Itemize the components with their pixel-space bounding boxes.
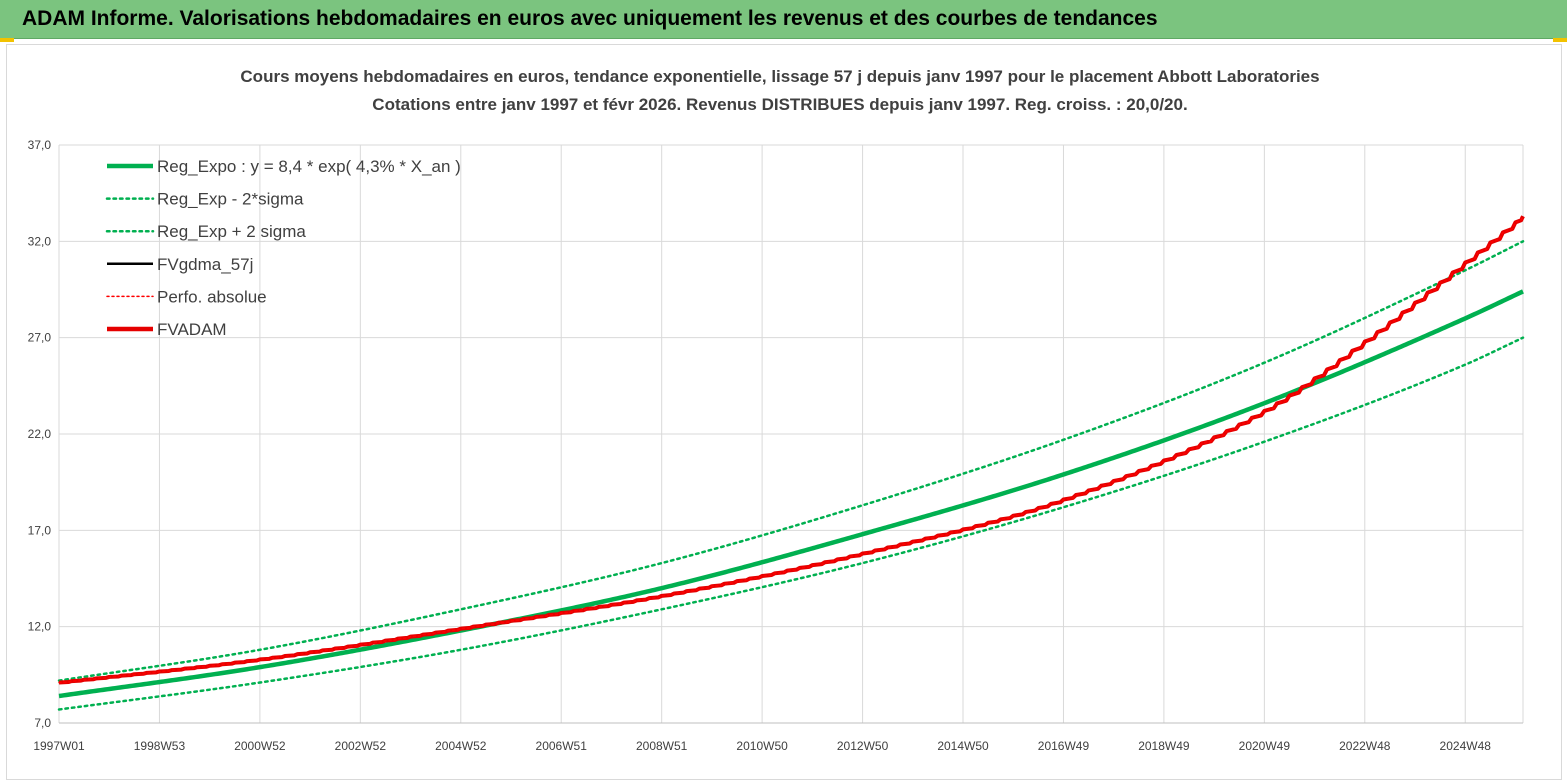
legend-label: FVADAM — [157, 320, 227, 339]
corner-marker — [0, 38, 14, 42]
y-tick-label: 27,0 — [28, 331, 52, 345]
corner-marker — [1553, 38, 1567, 42]
x-tick-label: 2020W49 — [1239, 739, 1291, 753]
legend-label: Reg_Expo : y = 8,4 * exp( 4,3% * X_an ) — [157, 157, 461, 176]
report-title: ADAM Informe. Valorisations hebdomadaire… — [22, 7, 1158, 30]
x-tick-label: 2012W50 — [837, 739, 889, 753]
x-tick-label: 1997W01 — [33, 739, 85, 753]
y-tick-label: 32,0 — [28, 234, 52, 248]
series-fvadam — [58, 215, 1525, 685]
chart-title-line-1: Cours moyens hebdomadaires en euros, ten… — [240, 67, 1319, 86]
legend-label: Reg_Exp + 2 sigma — [157, 222, 306, 241]
x-tick-label: 2022W48 — [1339, 739, 1391, 753]
y-tick-label: 12,0 — [28, 620, 52, 634]
gridlines — [58, 144, 1524, 724]
trend-line-minus-2sigma — [57, 336, 1525, 711]
chart-area: Cours moyens hebdomadaires en euros, ten… — [6, 44, 1562, 780]
trend-line-expo — [58, 289, 1524, 699]
x-tick-label: 2014W50 — [937, 739, 989, 753]
y-axis: 7,0 12,0 17,0 22,0 27,0 32,0 37,0 — [28, 138, 52, 730]
x-tick-label: 2008W51 — [636, 739, 688, 753]
plot-series — [57, 215, 1525, 711]
series-fvgdma-57j — [58, 215, 1524, 684]
x-tick-label: 2006W51 — [536, 739, 588, 753]
legend-label: Reg_Exp - 2*sigma — [157, 190, 304, 209]
x-tick-label: 2000W52 — [234, 739, 286, 753]
x-tick-label: 2002W52 — [335, 739, 387, 753]
y-tick-label: 37,0 — [28, 138, 52, 152]
x-tick-label: 2018W49 — [1138, 739, 1190, 753]
x-tick-label: 2016W49 — [1038, 739, 1090, 753]
y-tick-label: 7,0 — [34, 716, 51, 730]
y-tick-label: 17,0 — [28, 523, 52, 537]
trend-line-plus-2sigma — [57, 240, 1525, 682]
report-header: ADAM Informe. Valorisations hebdomadaire… — [0, 0, 1567, 39]
legend-label: Perfo. absolue — [157, 287, 267, 306]
x-tick-label: 2024W48 — [1440, 739, 1492, 753]
x-tick-label: 2004W52 — [435, 739, 487, 753]
legend-label: FVgdma_57j — [157, 255, 253, 274]
trend-line-chart: Cours moyens hebdomadaires en euros, ten… — [28, 67, 1525, 753]
chart-title-line-2: Cotations entre janv 1997 et févr 2026. … — [372, 95, 1187, 114]
x-axis: 1997W01 1998W53 2000W52 2002W52 2004W52 2006W… — [33, 722, 1523, 753]
legend: Reg_Expo : y = 8,4 * exp( 4,3% * X_an ) R… — [105, 157, 461, 339]
chart-title: Cours moyens hebdomadaires en euros, ten… — [240, 67, 1319, 114]
x-tick-label: 2010W50 — [736, 739, 788, 753]
x-tick-label: 1998W53 — [134, 739, 186, 753]
series-perfo-absolue — [58, 215, 1524, 684]
y-tick-label: 22,0 — [28, 427, 52, 441]
